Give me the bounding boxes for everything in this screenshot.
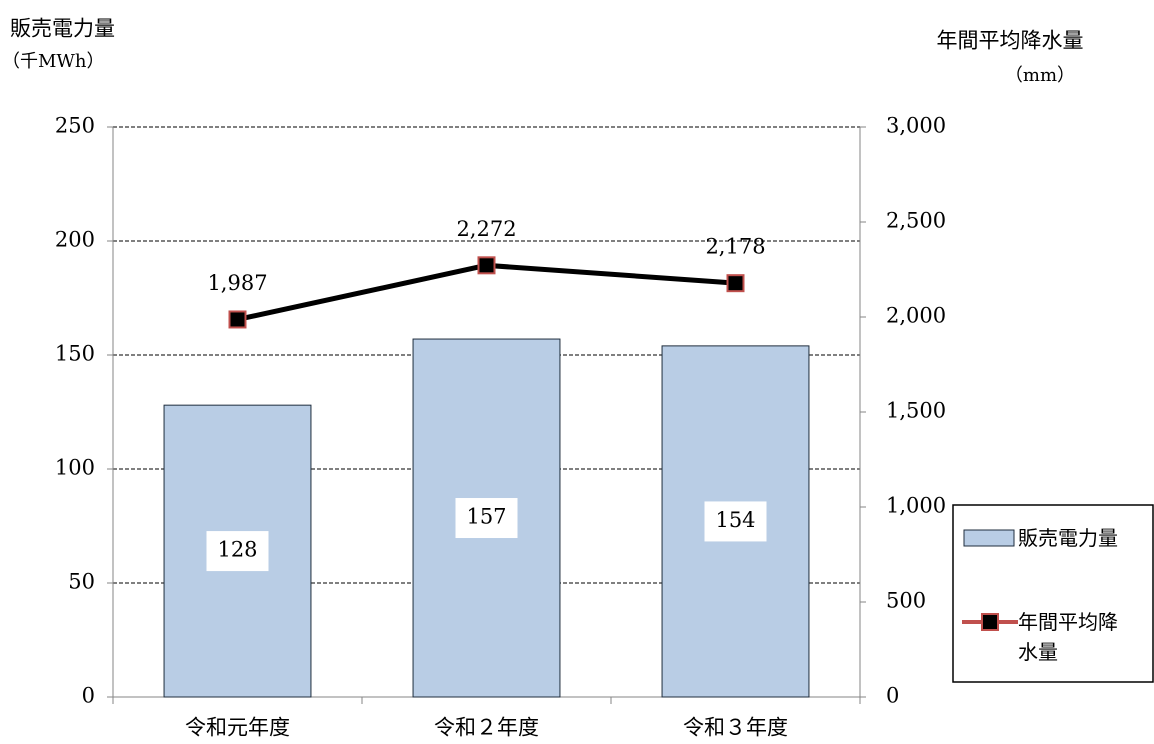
value-label: 128 — [217, 538, 257, 562]
value-label-box — [704, 501, 767, 542]
legend-swatch — [981, 613, 999, 631]
value-label-box — [206, 531, 269, 572]
value-label: 157 — [466, 505, 506, 529]
legend-label-box: 販売電力量 — [1018, 526, 1118, 550]
y2-tick-label: 1,000 — [886, 494, 946, 518]
y2-axis-title: 年間平均降水量 — [937, 29, 1084, 53]
y-axis-title: （千MWh） — [2, 51, 105, 72]
y2-tick-label: 3,000 — [886, 114, 946, 138]
y-tick-label: 250 — [55, 114, 95, 138]
y-tick-label: 200 — [55, 228, 95, 252]
legend-swatch — [963, 529, 1015, 547]
value-label: 2,178 — [705, 235, 765, 259]
value-label: 2,272 — [456, 217, 516, 241]
y-tick-label: 50 — [68, 570, 95, 594]
marker — [228, 310, 247, 329]
value-label: 1,987 — [207, 271, 267, 295]
legend-label: 販売電力量 — [1018, 526, 1118, 550]
y2-tick-label: 2,000 — [886, 304, 946, 328]
y-tick-label: 100 — [55, 456, 95, 480]
legend-label-box: 年間平均降水量 — [1018, 610, 1118, 664]
x-tick-label: 令和３年度 — [683, 716, 788, 740]
y2-tick-label: 1,500 — [886, 399, 946, 423]
y2-axis-title: （mm） — [1005, 65, 1075, 86]
y-axis-title: 販売電力量 — [10, 17, 115, 41]
y2-tick-label: 0 — [886, 684, 899, 708]
y-tick-label: 0 — [82, 684, 95, 708]
legend-label: 年間平均降水量 — [1018, 610, 1118, 664]
x-tick-label: 令和元年度 — [185, 716, 290, 740]
marker — [477, 256, 496, 275]
x-tick-label: 令和２年度 — [434, 716, 539, 740]
y-tick-label: 150 — [55, 342, 95, 366]
y2-tick-label: 500 — [886, 589, 926, 613]
y2-tick-label: 2,500 — [886, 209, 946, 233]
value-label: 154 — [715, 508, 755, 532]
value-label-box — [455, 498, 518, 539]
marker — [726, 274, 745, 293]
